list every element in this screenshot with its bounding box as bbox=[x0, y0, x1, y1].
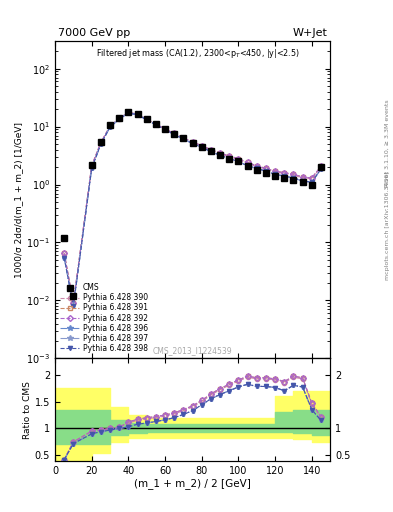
CMS bbox=[300, 179, 305, 185]
Y-axis label: Ratio to CMS: Ratio to CMS bbox=[23, 380, 32, 439]
X-axis label: (m_1 + m_2) / 2 [GeV]: (m_1 + m_2) / 2 [GeV] bbox=[134, 478, 251, 489]
CMS bbox=[163, 126, 167, 132]
CMS bbox=[108, 122, 112, 129]
CMS bbox=[245, 163, 250, 169]
Text: CMS_2013_I1224539: CMS_2013_I1224539 bbox=[153, 346, 232, 355]
CMS bbox=[264, 169, 268, 176]
CMS bbox=[172, 131, 176, 137]
Text: mcplots.cern.ch [arXiv:1306.3436]: mcplots.cern.ch [arXiv:1306.3436] bbox=[385, 171, 389, 280]
CMS bbox=[291, 177, 296, 183]
CMS bbox=[273, 173, 277, 179]
CMS bbox=[135, 111, 140, 117]
CMS bbox=[62, 235, 66, 241]
CMS bbox=[71, 293, 76, 299]
CMS bbox=[190, 140, 195, 146]
CMS bbox=[199, 143, 204, 150]
CMS bbox=[126, 109, 131, 115]
CMS bbox=[117, 115, 121, 121]
Text: 7000 GeV pp: 7000 GeV pp bbox=[58, 28, 130, 38]
CMS bbox=[236, 158, 241, 164]
Text: Filtered jet mass (CA(1.2), 2300<p$_T$<450, |y|<2.5): Filtered jet mass (CA(1.2), 2300<p$_T$<4… bbox=[96, 47, 300, 60]
CMS bbox=[282, 175, 286, 181]
CMS bbox=[319, 164, 323, 170]
CMS bbox=[181, 135, 186, 141]
CMS bbox=[309, 181, 314, 187]
CMS bbox=[218, 152, 222, 158]
CMS bbox=[144, 116, 149, 122]
Text: Rivet 3.1.10, ≥ 3.3M events: Rivet 3.1.10, ≥ 3.3M events bbox=[385, 99, 389, 187]
Text: W+Jet: W+Jet bbox=[292, 28, 327, 38]
CMS bbox=[209, 148, 213, 154]
CMS bbox=[99, 139, 103, 145]
CMS bbox=[89, 162, 94, 168]
Y-axis label: 1000/σ 2dσ/d(m_1 + m_2) [1/GeV]: 1000/σ 2dσ/d(m_1 + m_2) [1/GeV] bbox=[15, 122, 24, 278]
CMS bbox=[154, 121, 158, 127]
CMS bbox=[227, 156, 231, 162]
Legend: CMS, Pythia 6.428 390, Pythia 6.428 391, Pythia 6.428 392, Pythia 6.428 396, Pyt: CMS, Pythia 6.428 390, Pythia 6.428 391,… bbox=[59, 282, 149, 355]
CMS bbox=[254, 167, 259, 173]
Line: CMS: CMS bbox=[61, 109, 324, 298]
